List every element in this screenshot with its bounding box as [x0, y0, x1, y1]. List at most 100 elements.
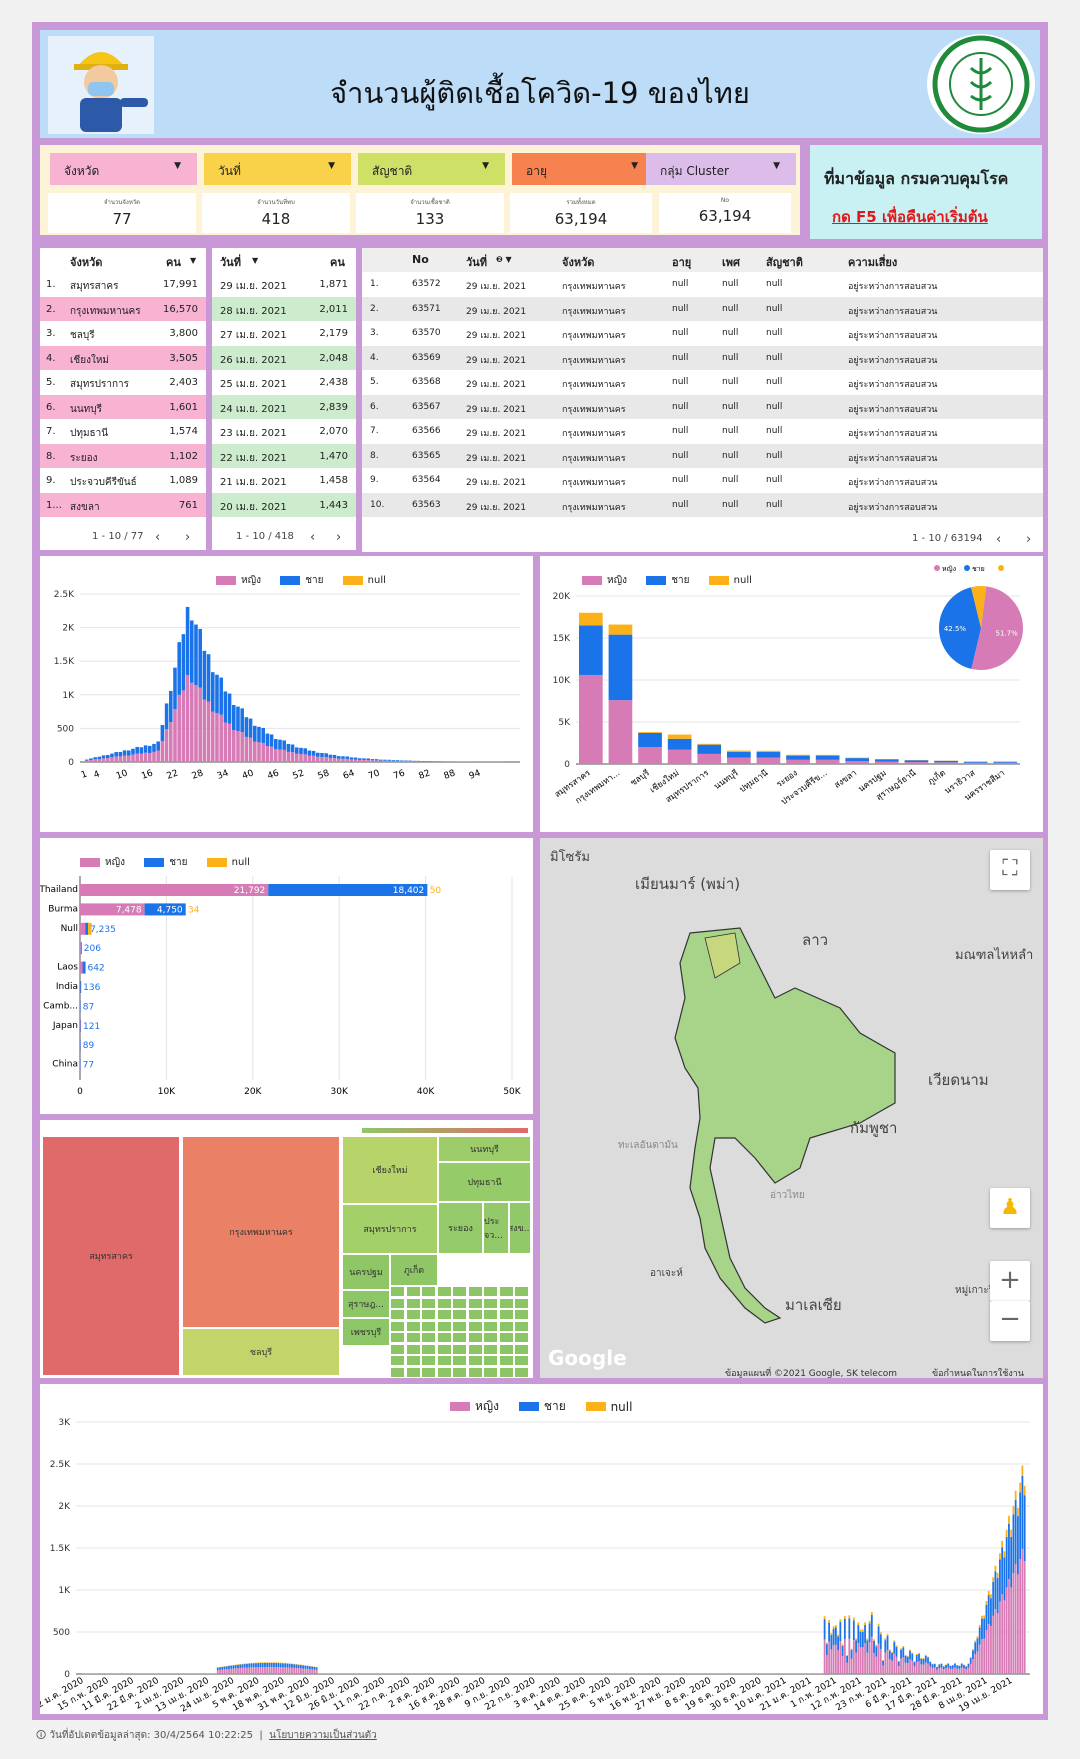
column-header[interactable]: No: [412, 253, 429, 266]
privacy-link[interactable]: นโยบายความเป็นส่วนตัว: [269, 1730, 377, 1741]
treemap-cell-small[interactable]: [405, 1320, 421, 1332]
treemap-cell-small[interactable]: [421, 1309, 436, 1320]
column-header[interactable]: คน: [330, 256, 345, 269]
treemap-cell-small[interactable]: [421, 1286, 436, 1297]
cluster-filter-dropdown[interactable]: กลุ่ม Cluster ▼: [646, 153, 796, 185]
treemap-cell-small[interactable]: [498, 1332, 514, 1343]
next-page-button[interactable]: ›: [336, 530, 342, 545]
next-page-button[interactable]: ›: [185, 530, 191, 545]
treemap-cell[interactable]: กรุงเทพมหานคร: [182, 1136, 340, 1328]
prev-page-button[interactable]: ‹: [996, 532, 1002, 547]
treemap-cell-small[interactable]: [498, 1309, 514, 1320]
treemap-cell-small[interactable]: [498, 1320, 514, 1332]
treemap-cell-small[interactable]: [436, 1309, 452, 1320]
treemap-cell[interactable]: ภูเก็ต: [390, 1254, 438, 1286]
reset-hint-link[interactable]: กด F5 เพื่อคืนค่าเริ่มต้น: [832, 208, 988, 226]
treemap-cell-small[interactable]: [405, 1309, 421, 1320]
column-header[interactable]: เพศ: [722, 256, 740, 269]
treemap-cell-small[interactable]: [452, 1355, 467, 1366]
treemap-cell-small[interactable]: [405, 1332, 421, 1343]
table-row[interactable]: 20 เม.ย. 2021 1,443: [212, 492, 356, 517]
table-row[interactable]: 24 เม.ย. 2021 2,839: [212, 394, 356, 419]
fullscreen-button[interactable]: ⛶: [990, 850, 1030, 890]
treemap-cell-small[interactable]: [421, 1332, 436, 1343]
sort-icon[interactable]: ▼: [252, 256, 259, 265]
table-row[interactable]: 29 เม.ย. 2021 1,871: [212, 272, 356, 296]
treemap-cell-small[interactable]: [405, 1343, 421, 1355]
treemap-cell-small[interactable]: [390, 1320, 405, 1332]
treemap-cell-small[interactable]: [390, 1343, 405, 1355]
table-row[interactable]: 1. สมุทรสาคร 17,991: [40, 272, 206, 296]
table-row[interactable]: 21 เม.ย. 2021 1,458: [212, 468, 356, 492]
date-filter-dropdown[interactable]: วันที่ ▼: [204, 153, 351, 185]
treemap-cell-small[interactable]: [467, 1297, 483, 1309]
treemap-cell-small[interactable]: [514, 1343, 529, 1355]
table-row[interactable]: 25 เม.ย. 2021 2,438: [212, 370, 356, 394]
treemap-cell-small[interactable]: [436, 1297, 452, 1309]
column-header[interactable]: จังหวัด: [562, 256, 595, 269]
treemap-cell[interactable]: นนทบุรี: [438, 1136, 531, 1162]
treemap-cell-small[interactable]: [498, 1366, 514, 1378]
treemap-cell-small[interactable]: [483, 1309, 498, 1320]
table-row[interactable]: 3. 63570 29 เม.ย. 2021 กรุงเทพมหานคร null nul…: [362, 321, 1043, 345]
treemap-cell[interactable]: ชลบุรี: [182, 1328, 340, 1376]
column-header[interactable]: ความเสี่ยง: [848, 256, 898, 269]
treemap-cell-small[interactable]: [498, 1286, 514, 1297]
treemap-cell-small[interactable]: [498, 1355, 514, 1366]
treemap-cell-small[interactable]: [467, 1355, 483, 1366]
column-header[interactable]: วันที่: [220, 256, 241, 269]
treemap-cell-small[interactable]: [467, 1320, 483, 1332]
treemap-cell-small[interactable]: [405, 1366, 421, 1378]
treemap-cell-small[interactable]: [514, 1286, 529, 1297]
province-filter-dropdown[interactable]: จังหวัด ▼: [50, 153, 197, 185]
treemap-cell-small[interactable]: [390, 1332, 405, 1343]
treemap-cell-small[interactable]: [452, 1332, 467, 1343]
treemap-cell-small[interactable]: [390, 1366, 405, 1378]
map-terms-link[interactable]: ข้อกำหนดในการใช้งาน: [932, 1369, 1024, 1378]
treemap-cell-small[interactable]: [405, 1286, 421, 1297]
treemap-cell-small[interactable]: [421, 1343, 436, 1355]
next-page-button[interactable]: ›: [1026, 532, 1032, 547]
table-row[interactable]: 7. 63566 29 เม.ย. 2021 กรุงเทพมหานคร null nul…: [362, 419, 1043, 443]
table-row[interactable]: 1... สงขลา 761: [40, 492, 206, 517]
table-row[interactable]: 4. 63569 29 เม.ย. 2021 กรุงเทพมหานคร null nul…: [362, 345, 1043, 370]
treemap-cell-small[interactable]: [405, 1355, 421, 1366]
table-row[interactable]: 6. 63567 29 เม.ย. 2021 กรุงเทพมหานคร null nul…: [362, 394, 1043, 419]
treemap-cell-small[interactable]: [514, 1320, 529, 1332]
table-row[interactable]: 4. เชียงใหม่ 3,505: [40, 345, 206, 370]
treemap-cell-small[interactable]: [483, 1332, 498, 1343]
treemap-cell-small[interactable]: [421, 1297, 436, 1309]
sort-icon[interactable]: ▼: [190, 256, 197, 265]
treemap-cell-small[interactable]: [467, 1332, 483, 1343]
treemap-cell-small[interactable]: [483, 1366, 498, 1378]
column-header[interactable]: สัญชาติ: [766, 256, 803, 269]
treemap-cell-small[interactable]: [436, 1332, 452, 1343]
thailand-map[interactable]: มิโซรัม เมียนมาร์ (พม่า) ลาว มณฑลไหหลำ เ…: [540, 838, 1043, 1378]
table-row[interactable]: 1. 63572 29 เม.ย. 2021 กรุงเทพมหานคร null nul…: [362, 272, 1043, 296]
treemap-cell-small[interactable]: [514, 1309, 529, 1320]
table-row[interactable]: 8. ระยอง 1,102: [40, 443, 206, 468]
treemap-cell[interactable]: ปทุมธานี: [438, 1162, 531, 1202]
treemap-cell[interactable]: สุราษฎ...: [342, 1290, 390, 1318]
zoom-out-button[interactable]: −: [990, 1301, 1030, 1341]
treemap-cell-small[interactable]: [390, 1286, 405, 1297]
treemap-cell-small[interactable]: [514, 1366, 529, 1378]
treemap-cell[interactable]: เชียงใหม่: [342, 1136, 438, 1204]
treemap-cell-small[interactable]: [514, 1332, 529, 1343]
prev-page-button[interactable]: ‹: [155, 530, 161, 545]
table-row[interactable]: 9. ประจวบคีรีขันธ์ 1,089: [40, 468, 206, 492]
treemap-cell-small[interactable]: [483, 1297, 498, 1309]
treemap-cell-small[interactable]: [467, 1309, 483, 1320]
treemap-cell-small[interactable]: [421, 1355, 436, 1366]
column-header[interactable]: วันที่: [466, 256, 487, 269]
treemap-cell-small[interactable]: [390, 1297, 405, 1309]
column-header[interactable]: คน: [166, 256, 181, 269]
table-row[interactable]: 6. นนทบุรี 1,601: [40, 394, 206, 419]
treemap-cell-small[interactable]: [514, 1297, 529, 1309]
treemap-cell-small[interactable]: [405, 1297, 421, 1309]
column-header[interactable]: อายุ: [672, 256, 692, 269]
treemap-cell-small[interactable]: [514, 1355, 529, 1366]
treemap-cell-small[interactable]: [421, 1320, 436, 1332]
treemap-cell-small[interactable]: [436, 1355, 452, 1366]
treemap-cell-small[interactable]: [390, 1355, 405, 1366]
